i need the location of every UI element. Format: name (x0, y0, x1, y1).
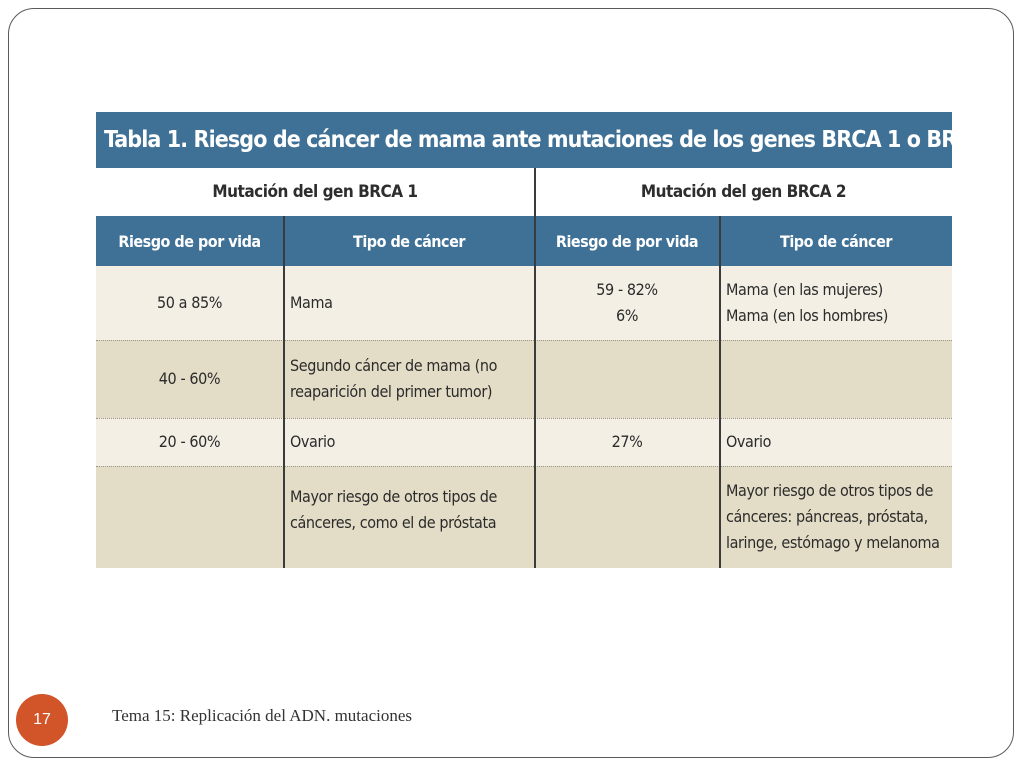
row-separator (96, 466, 952, 467)
column-divider (534, 168, 536, 568)
table-cell: 59 - 82% 6% (596, 280, 658, 325)
table-cell: Mayor riesgo de otros tipos de cánceres:… (726, 481, 940, 552)
column-divider (283, 216, 285, 568)
table-cell (720, 340, 952, 418)
column-header-brca1-cancer-type: Tipo de cáncer (284, 216, 534, 266)
table-row-background (96, 266, 952, 340)
row-separator (96, 418, 952, 419)
slide-footer: Tema 15: Replicación del ADN. mutaciones (112, 706, 413, 725)
table-cell (96, 466, 283, 568)
row-separator (96, 340, 952, 341)
table-cell: Mama (290, 293, 333, 312)
group-header-brca1: Mutación del gen BRCA 1 (96, 168, 534, 216)
table-cell: 20 - 60% (158, 432, 221, 451)
group-header-brca2: Mutación del gen BRCA 2 (535, 168, 952, 216)
table-cell: Mama (en las mujeres) Mama (en los hombr… (726, 280, 888, 325)
table-cell (535, 340, 719, 418)
table-cell: Ovario (290, 432, 335, 451)
table-row-background (96, 418, 952, 466)
page-number-badge: 17 (16, 694, 68, 746)
column-header-brca2-risk: Riesgo de por vida (535, 216, 719, 266)
table-cell: Mayor riesgo de otros tipos de cánceres,… (290, 487, 497, 532)
table-cell: 27% (611, 432, 643, 451)
table-cell: 50 a 85% (156, 293, 223, 312)
table-row-background (96, 340, 952, 418)
table-cell: Ovario (726, 432, 771, 451)
table-cell: Segundo cáncer de mama (no reaparición d… (290, 356, 497, 401)
table-title: Tabla 1. Riesgo de cáncer de mama ante m… (96, 112, 1006, 168)
table-cell: 40 - 60% (158, 369, 221, 388)
brca-risk-table: Tabla 1. Riesgo de cáncer de mama ante m… (96, 112, 1006, 568)
column-divider (719, 216, 721, 568)
column-header-brca1-risk: Riesgo de por vida (96, 216, 283, 266)
column-header-brca2-cancer-type: Tipo de cáncer (720, 216, 952, 266)
table-cell (535, 466, 719, 568)
table-row-background (96, 466, 952, 568)
